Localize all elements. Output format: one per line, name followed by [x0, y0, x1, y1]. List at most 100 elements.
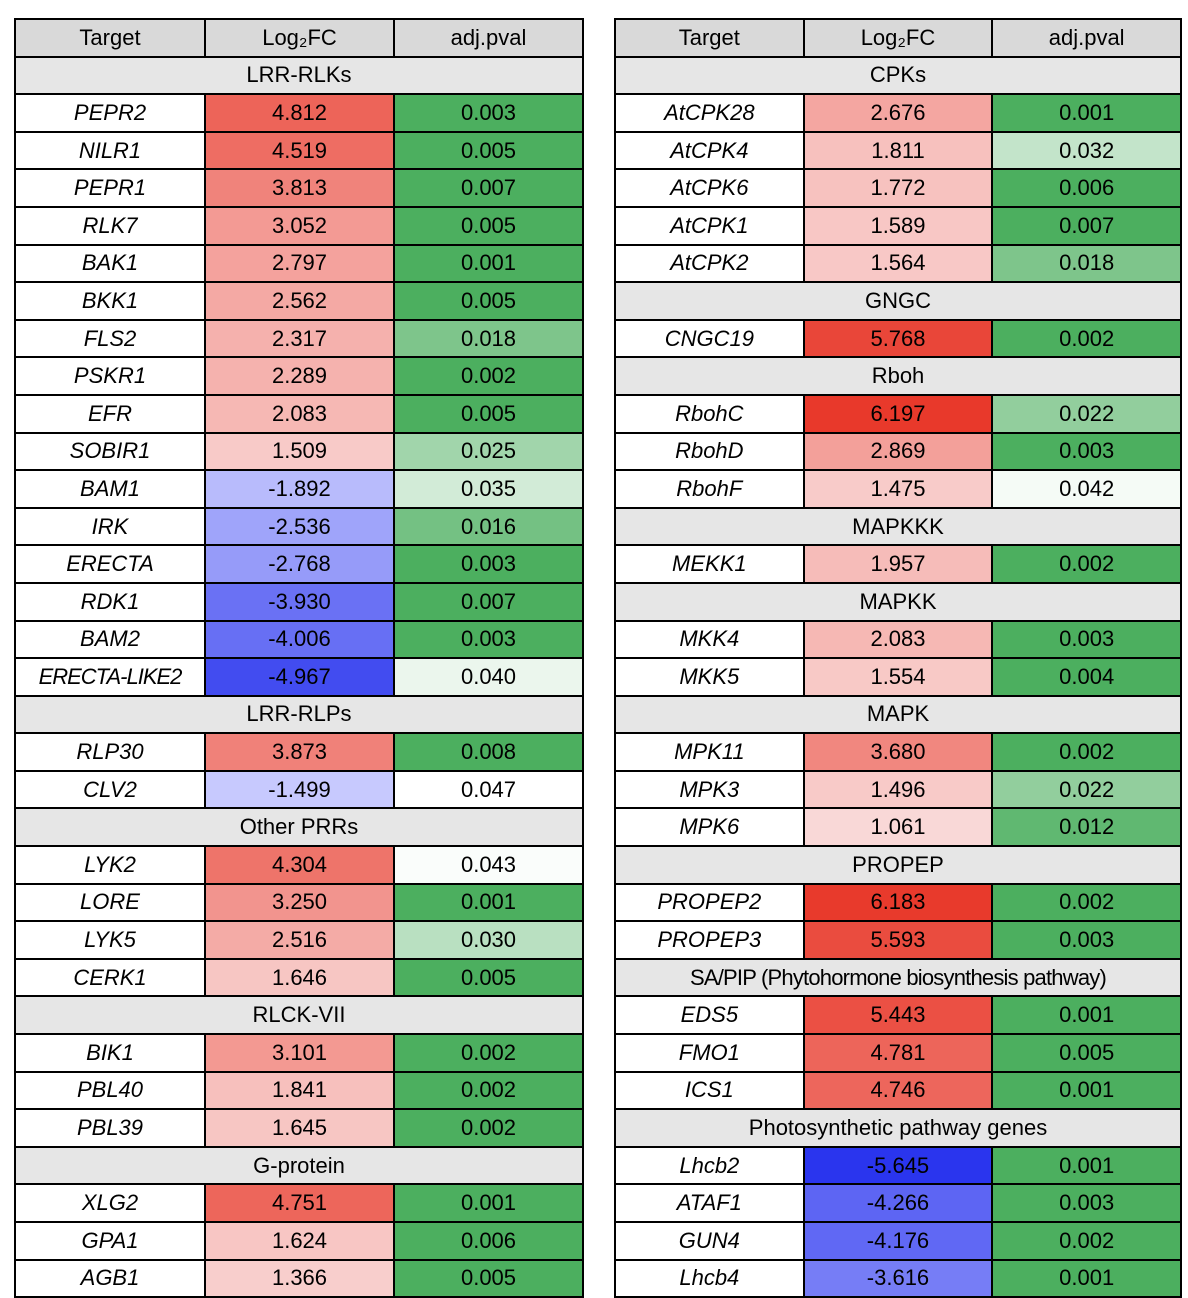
table-row: MPK6 1.061 0.012: [614, 807, 1182, 848]
log2fc-cell: 5.593: [802, 920, 994, 960]
section-label: PROPEP: [614, 845, 1182, 885]
adj-pval-cell: 0.002: [991, 544, 1182, 584]
log2fc-cell: 2.562: [204, 281, 395, 321]
log2fc-cell: 5.443: [802, 995, 994, 1036]
table-row: ATAF1 -4.266 0.003: [614, 1183, 1182, 1223]
adj-pval-cell: 0.002: [991, 318, 1182, 359]
adj-pval-cell: 0.002: [393, 1033, 584, 1073]
target-cell: MEKK1: [614, 544, 805, 584]
table-row: CLV2 -1.499 0.047: [14, 769, 584, 810]
table-row: GPA1 1.624 0.006: [14, 1221, 584, 1261]
adj-pval-cell: 0.002: [991, 1221, 1182, 1261]
log2fc-cell: 1.624: [204, 1221, 395, 1261]
target-cell: ERECTA-LIKE2: [14, 657, 206, 697]
log2fc-cell: 1.475: [802, 469, 994, 509]
log2fc-cell: -4.266: [802, 1183, 994, 1223]
table-row: AtCPK28 2.676 0.001: [614, 93, 1182, 133]
header-target: Target: [614, 18, 805, 58]
target-cell: RLK7: [14, 205, 206, 246]
log2fc-cell: -1.892: [204, 469, 395, 509]
log2fc-cell: 1.554: [802, 657, 994, 697]
log2fc-cell: -5.645: [802, 1145, 994, 1186]
table-row: NILR1 4.519 0.005: [14, 130, 584, 171]
adj-pval-cell: 0.002: [991, 882, 1182, 923]
section-label: SA/PIP (Phytohormone biosynthesis pathwa…: [614, 957, 1182, 998]
target-cell: ICS1: [614, 1070, 805, 1111]
section-label: MAPKKK: [614, 506, 1182, 547]
table-row: ICS1 4.746 0.001: [614, 1070, 1182, 1111]
log2fc-cell: 2.289: [204, 356, 395, 396]
table-row: BKK1 2.562 0.005: [14, 281, 584, 321]
log2fc-cell: 2.869: [802, 431, 994, 472]
target-cell: BAM2: [14, 619, 206, 660]
adj-pval-cell: 0.004: [991, 657, 1182, 697]
target-cell: AtCPK1: [614, 205, 805, 246]
adj-pval-cell: 0.001: [991, 93, 1182, 133]
log2fc-cell: 1.589: [802, 205, 994, 246]
table-row: AtCPK2 1.564 0.018: [614, 243, 1182, 284]
adj-pval-cell: 0.035: [393, 469, 584, 509]
table-row: PBL40 1.841 0.002: [14, 1070, 584, 1111]
log2fc-cell: 3.813: [204, 168, 395, 208]
adj-pval-cell: 0.001: [393, 882, 584, 923]
table-row: MKK4 2.083 0.003: [614, 619, 1182, 660]
target-cell: BKK1: [14, 281, 206, 321]
adj-pval-cell: 0.005: [393, 205, 584, 246]
table-row: SOBIR1 1.509 0.025: [14, 431, 584, 472]
adj-pval-cell: 0.043: [393, 845, 584, 885]
adj-pval-cell: 0.005: [393, 1258, 584, 1298]
section-label: GNGC: [614, 281, 1182, 321]
target-cell: RbohC: [614, 393, 805, 434]
log2fc-cell: 4.746: [802, 1070, 994, 1111]
table-row: RLK7 3.052 0.005: [14, 205, 584, 246]
log2fc-cell: 1.646: [204, 957, 395, 998]
header-row: Target Log₂FC adj.pval: [614, 18, 1182, 58]
target-cell: PSKR1: [14, 356, 206, 396]
adj-pval-cell: 0.005: [393, 130, 584, 171]
target-cell: PROPEP3: [614, 920, 805, 960]
adj-pval-cell: 0.003: [393, 544, 584, 584]
section-label: Other PRRs: [14, 807, 584, 848]
log2fc-cell: 2.083: [204, 393, 395, 434]
adj-pval-cell: 0.012: [991, 807, 1182, 848]
adj-pval-cell: 0.005: [393, 393, 584, 434]
table-row: BAM1 -1.892 0.035: [14, 469, 584, 509]
log2fc-cell: -4.967: [204, 657, 395, 697]
table-row: BAM2 -4.006 0.003: [14, 619, 584, 660]
target-cell: AtCPK2: [614, 243, 805, 284]
table-row: EDS5 5.443 0.001: [614, 995, 1182, 1036]
table-row: MKK5 1.554 0.004: [614, 657, 1182, 697]
table-row: FMO1 4.781 0.005: [614, 1033, 1182, 1073]
adj-pval-cell: 0.003: [991, 431, 1182, 472]
log2fc-cell: 5.768: [802, 318, 994, 359]
target-cell: PEPR1: [14, 168, 206, 208]
target-cell: GUN4: [614, 1221, 805, 1261]
target-cell: FLS2: [14, 318, 206, 359]
table-row: AtCPK4 1.811 0.032: [614, 130, 1182, 171]
section-label: LRR-RLPs: [14, 694, 584, 735]
header-log2fc: Log₂FC: [802, 18, 994, 58]
target-cell: RbohF: [614, 469, 805, 509]
table-row: LYK2 4.304 0.043: [14, 845, 584, 885]
section-row: MAPKK: [614, 581, 1182, 622]
target-cell: PROPEP2: [614, 882, 805, 923]
table-row: IRK -2.536 0.016: [14, 506, 584, 547]
adj-pval-cell: 0.018: [393, 318, 584, 359]
log2fc-cell: 2.083: [802, 619, 994, 660]
log2fc-cell: 1.957: [802, 544, 994, 584]
header-adj-pval: adj.pval: [393, 18, 584, 58]
target-cell: Lhcb4: [614, 1258, 805, 1298]
target-cell: NILR1: [14, 130, 206, 171]
table-row: PEPR1 3.813 0.007: [14, 168, 584, 208]
section-row: G-protein: [14, 1145, 584, 1186]
target-cell: LYK5: [14, 920, 206, 960]
log2fc-cell: 1.772: [802, 168, 994, 208]
table-row: ERECTA -2.768 0.003: [14, 544, 584, 584]
adj-pval-cell: 0.006: [991, 168, 1182, 208]
header-target: Target: [14, 18, 206, 58]
adj-pval-cell: 0.030: [393, 920, 584, 960]
log2fc-cell: 3.680: [802, 732, 994, 772]
adj-pval-cell: 0.025: [393, 431, 584, 472]
section-row: LRR-RLKs: [14, 55, 584, 96]
adj-pval-cell: 0.007: [393, 581, 584, 622]
